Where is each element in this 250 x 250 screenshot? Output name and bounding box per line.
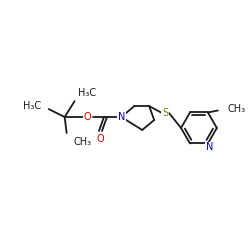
Text: CH₃: CH₃ bbox=[228, 104, 246, 115]
Text: CH₃: CH₃ bbox=[74, 137, 92, 147]
Text: O: O bbox=[97, 134, 104, 144]
Text: N: N bbox=[118, 112, 125, 122]
Text: H₃C: H₃C bbox=[78, 88, 96, 98]
Text: N: N bbox=[206, 142, 214, 152]
Text: S: S bbox=[162, 108, 168, 118]
Text: H₃C: H₃C bbox=[23, 101, 41, 111]
Text: O: O bbox=[84, 112, 91, 122]
